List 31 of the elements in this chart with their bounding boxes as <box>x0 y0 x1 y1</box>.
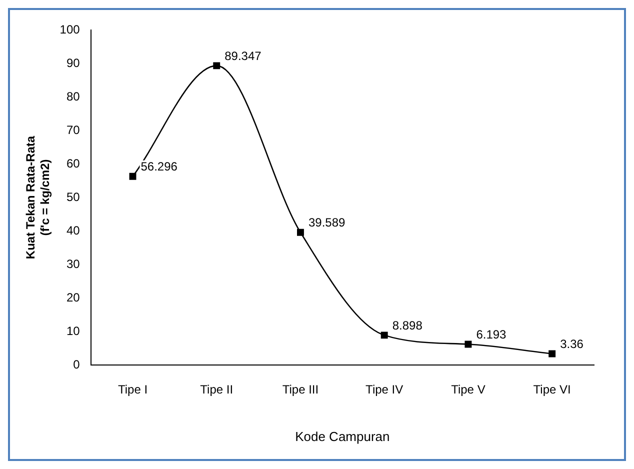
data-label: 39.589 <box>308 216 346 230</box>
y-tick-label: 10 <box>66 324 80 338</box>
x-tick-label: Tipe II <box>200 382 234 397</box>
y-tick-label: 100 <box>60 22 80 36</box>
y-tick-label: 0 <box>73 357 80 372</box>
point <box>129 172 136 180</box>
point <box>464 340 472 348</box>
data-label: 3.36 <box>560 337 584 352</box>
point <box>380 332 388 339</box>
y-tick-label: 80 <box>66 89 80 104</box>
y-tick-label: 30 <box>66 256 80 271</box>
point <box>548 350 556 358</box>
data-label: 6.193 <box>476 328 507 342</box>
y-tick-label: 40 <box>66 223 80 238</box>
y-axis-title: Kuat Tekan Rata-Rata (f'c = kg/cm2) <box>24 136 52 260</box>
data-label: 8.898 <box>392 318 423 333</box>
y-tick-label: 20 <box>66 290 80 304</box>
x-tick-label: Tipe III <box>282 382 319 397</box>
x-axis-title: Kode Campuran <box>295 428 390 444</box>
y-tick-label: 60 <box>66 156 80 170</box>
y-tick-label: 50 <box>66 190 80 204</box>
x-tick-label: Tipe V <box>451 382 486 397</box>
point <box>297 228 304 236</box>
y-tick-label: 70 <box>66 122 80 137</box>
x-tick-label: Tipe I <box>118 382 148 397</box>
data-label: 56.296 <box>140 160 178 174</box>
point <box>213 62 220 70</box>
y-tick-label: 90 <box>66 56 80 70</box>
data-label: 89.347 <box>224 49 262 63</box>
x-tick-label: Tipe IV <box>366 382 404 397</box>
x-tick-label: Tipe VI <box>533 382 571 397</box>
